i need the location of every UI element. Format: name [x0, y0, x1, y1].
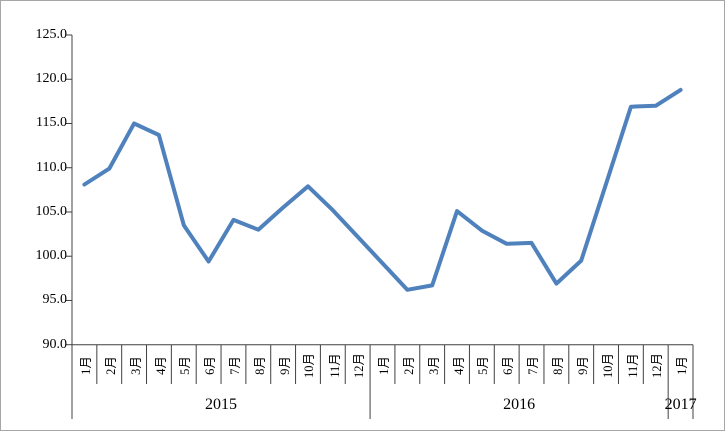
y-tick-label: 90.0	[42, 336, 68, 352]
y-tick-label: 125.0	[35, 27, 68, 42]
x-month-label: 1月	[668, 346, 693, 384]
y-tick-label: 110.0	[36, 159, 67, 175]
x-month-label-text: 11月	[625, 352, 640, 378]
x-year-label: 2015	[205, 396, 238, 413]
y-tick-label: 95.0	[42, 292, 68, 308]
x-month-label-text: 11月	[327, 352, 342, 378]
x-month-label: 1月	[72, 346, 97, 384]
x-month-label-text: 7月	[227, 355, 242, 375]
y-tick-label: 120.0	[35, 71, 68, 87]
x-month-label-text: 7月	[526, 355, 541, 375]
x-month-label-text: 3月	[426, 355, 441, 375]
x-month-label-text: 5月	[178, 355, 193, 375]
x-month-label: 9月	[569, 346, 594, 384]
x-month-label-text: 4月	[451, 355, 466, 375]
y-tick-label: 105.0	[35, 203, 68, 219]
x-month-label-text: 2月	[401, 355, 416, 375]
x-month-label-text: 1月	[376, 355, 391, 375]
x-month-label: 6月	[196, 346, 221, 384]
x-month-label: 7月	[519, 346, 544, 384]
x-month-label: 2月	[97, 346, 122, 384]
x-month-label-text: 8月	[252, 355, 267, 375]
data-series-line	[82, 87, 683, 292]
x-month-label: 3月	[122, 346, 147, 384]
x-month-label-text: 6月	[501, 355, 516, 375]
x-month-label-text: 8月	[550, 355, 565, 375]
x-month-label: 10月	[594, 346, 619, 384]
x-month-label: 5月	[469, 346, 494, 384]
y-tick-label: 115.0	[36, 115, 67, 131]
x-month-label-text: 4月	[153, 355, 168, 375]
x-month-label: 5月	[171, 346, 196, 384]
y-tick-label: 100.0	[35, 248, 68, 264]
x-month-label: 3月	[420, 346, 445, 384]
x-month-label-text: 9月	[575, 355, 590, 375]
x-year-label: 2017	[664, 396, 697, 413]
x-month-label: 2月	[395, 346, 420, 384]
x-month-label-text: 10月	[600, 352, 615, 378]
x-month-label-text: 12月	[352, 352, 367, 378]
x-month-label: 12月	[345, 346, 370, 384]
x-month-label: 4月	[147, 346, 172, 384]
x-month-label-text: 3月	[128, 355, 143, 375]
x-month-label-text: 6月	[203, 355, 218, 375]
x-month-label: 12月	[643, 346, 668, 384]
x-year-label: 2016	[503, 396, 536, 413]
x-month-label-text: 10月	[302, 352, 317, 378]
x-month-label: 10月	[296, 346, 321, 384]
x-month-label: 4月	[445, 346, 470, 384]
x-month-label-text: 1月	[78, 355, 93, 375]
x-month-label-text: 12月	[650, 352, 665, 378]
x-month-label: 6月	[494, 346, 519, 384]
x-month-label: 9月	[271, 346, 296, 384]
x-month-label: 7月	[221, 346, 246, 384]
x-month-label-text: 1月	[675, 355, 690, 375]
x-month-label: 11月	[320, 346, 345, 384]
x-month-label: 8月	[246, 346, 271, 384]
x-month-label: 11月	[618, 346, 643, 384]
x-month-label-text: 2月	[103, 355, 118, 375]
x-month-label-text: 5月	[476, 355, 491, 375]
x-month-label: 1月	[370, 346, 395, 384]
x-month-label: 8月	[544, 346, 569, 384]
x-month-label-text: 9月	[277, 355, 292, 375]
